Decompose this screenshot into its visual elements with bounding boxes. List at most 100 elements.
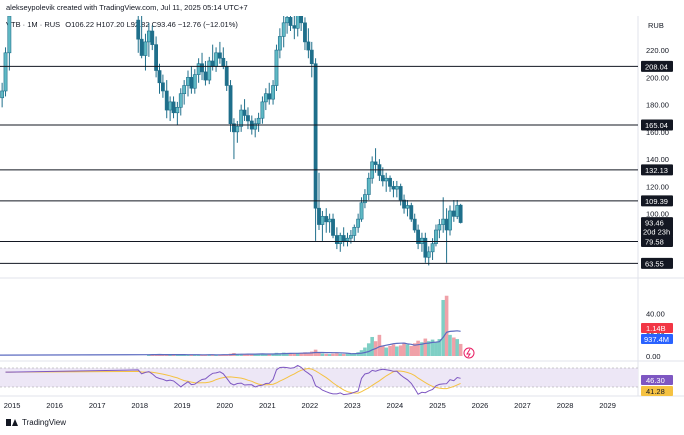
price-tick-label: 220.00	[646, 46, 669, 55]
time-tick-label: 2021	[259, 401, 276, 410]
candle-body	[228, 85, 233, 124]
volume-bar	[349, 353, 353, 356]
volume-bar	[288, 353, 293, 356]
candle-body	[334, 235, 339, 244]
volume-bar	[437, 339, 442, 356]
level-price-label: 208.04	[645, 62, 668, 71]
volume-bar	[320, 353, 325, 356]
price-tick-label: 160.00	[646, 128, 669, 137]
rsi-ma-line	[5, 367, 461, 394]
candle-body	[412, 218, 417, 231]
volume-ma-tag	[641, 334, 673, 344]
candle-body	[363, 194, 367, 204]
candle-body	[168, 101, 173, 111]
rsi-ma-tag-label: 41.28	[646, 387, 665, 396]
volume-bar	[341, 353, 346, 356]
candle-body	[196, 63, 201, 75]
volume-bar	[306, 352, 311, 356]
volume-tick-label: 40.00	[646, 310, 665, 319]
volume-bar	[253, 354, 257, 356]
time-tick-label: 2015	[4, 401, 21, 410]
volume-bar	[249, 354, 254, 356]
symbol-name[interactable]: VTB · 1M · RUS	[6, 20, 61, 29]
candle-body	[448, 210, 452, 231]
rsi-ma-tag	[641, 386, 673, 396]
candle-body	[139, 38, 144, 56]
volume-ma-line	[0, 330, 461, 356]
candle-body	[341, 235, 346, 242]
candle-body	[423, 237, 428, 258]
last-price-label: 93.46	[645, 219, 664, 228]
candle-body	[441, 218, 446, 225]
candle-body	[299, 16, 304, 24]
candle-body	[303, 22, 307, 43]
candle-body	[207, 60, 212, 81]
tradingview-brand[interactable]: TradingView	[6, 418, 66, 427]
volume-bar	[398, 345, 403, 356]
candle-body	[246, 115, 250, 122]
candle-body	[271, 85, 275, 100]
volume-ma-tag-label: 937.4M	[644, 335, 669, 344]
volume-bar	[168, 354, 172, 356]
volume-bar	[171, 354, 176, 356]
volume-bar	[309, 351, 314, 356]
candle-body	[0, 90, 5, 99]
candle-body	[320, 216, 325, 225]
volume-bar	[327, 354, 332, 356]
volume-bar	[278, 353, 282, 356]
volume-tag-label: 1.14B	[646, 324, 666, 333]
rsi-tag-label: 46.30	[646, 376, 665, 385]
price-tick-label: 140.00	[646, 155, 669, 164]
volume-bar	[377, 334, 382, 356]
volume-bar	[402, 342, 406, 356]
candle-body	[203, 71, 208, 81]
candle-body	[171, 101, 176, 114]
candle-body	[217, 52, 222, 59]
price-tick-label: 100.00	[646, 210, 669, 219]
volume-bar	[416, 340, 420, 356]
candle-body	[348, 235, 353, 239]
symbol-legend[interactable]: VTB · 1M · RUS O106.22 H107.20 L92.82 C9…	[6, 20, 241, 29]
candle-body	[313, 63, 318, 209]
volume-bar	[182, 354, 186, 356]
candle-body	[324, 216, 329, 223]
candle-body	[434, 229, 438, 244]
candle-body	[451, 210, 456, 217]
candle-body	[182, 85, 187, 94]
volume-bar	[150, 354, 155, 356]
candle-body	[295, 16, 300, 29]
volume-bar	[366, 343, 371, 356]
rsi-line	[5, 364, 461, 396]
volume-bar	[260, 353, 265, 356]
volume-bar	[210, 354, 215, 356]
candle-body	[437, 224, 442, 231]
volume-bar	[395, 346, 399, 356]
candle-body	[455, 205, 460, 217]
candle-body	[210, 60, 215, 67]
candle-body	[154, 44, 158, 71]
level-price-tag	[641, 60, 673, 72]
candle-body	[405, 205, 410, 209]
volume-bar	[335, 353, 339, 356]
volume-bar	[175, 354, 180, 356]
candle-body	[356, 218, 361, 228]
level-price-label: 79.58	[645, 237, 664, 246]
last-price-tag	[641, 217, 673, 238]
volume-bar	[154, 354, 158, 356]
candle-body	[409, 205, 414, 220]
level-price-label: 132.13	[645, 166, 668, 175]
volume-bar	[157, 354, 162, 356]
volume-bar	[200, 354, 204, 356]
volume-bar	[370, 336, 374, 356]
time-tick-label: 2018	[131, 401, 148, 410]
volume-bar	[444, 295, 449, 356]
candle-body	[373, 161, 378, 165]
volume-bar	[281, 352, 286, 356]
level-price-tag	[641, 119, 673, 131]
volume-bar	[345, 353, 350, 356]
rsi-band	[0, 368, 638, 387]
volume-bar	[264, 353, 268, 356]
level-price-label: 109.39	[645, 197, 668, 206]
candle-body	[260, 101, 265, 119]
